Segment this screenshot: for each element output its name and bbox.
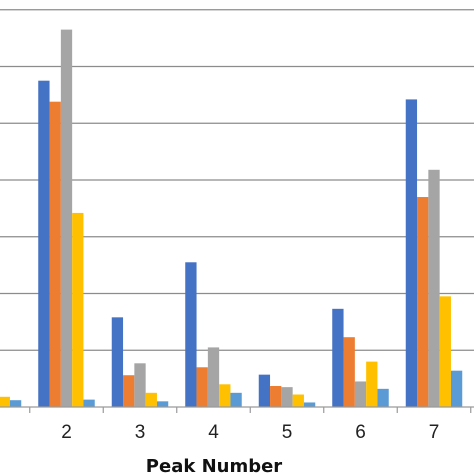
- bar: [156, 401, 169, 407]
- x-tick-label: 7: [429, 422, 440, 443]
- bar: [332, 308, 344, 407]
- bars: [0, 29, 463, 408]
- bar: [72, 212, 84, 407]
- x-tick-label: 2: [61, 422, 72, 443]
- bar: [377, 388, 389, 407]
- x-tick-label: 4: [208, 422, 219, 443]
- bar: [145, 392, 157, 407]
- bar: [439, 296, 451, 407]
- bar: [303, 402, 316, 407]
- bar: [219, 384, 231, 407]
- bar: [292, 394, 304, 407]
- category-labels: 2 3 4 5 6 7: [61, 422, 439, 443]
- x-tick-label: 5: [282, 422, 293, 443]
- bar: [49, 101, 61, 407]
- bar: [281, 387, 293, 407]
- bar: [83, 399, 95, 407]
- bar: [60, 29, 73, 408]
- bar: [258, 374, 271, 407]
- bar: [270, 386, 282, 407]
- bar: [9, 400, 22, 407]
- bar: [0, 396, 10, 407]
- bar: [196, 367, 208, 407]
- x-axis-title: Peak Number: [146, 456, 283, 474]
- bar: [123, 375, 135, 407]
- bar: [366, 361, 378, 407]
- bar: [38, 80, 50, 407]
- bar: [405, 99, 418, 407]
- bar: [450, 370, 463, 407]
- x-axis: [0, 406, 474, 413]
- x-tick-label: 3: [135, 422, 146, 443]
- bar: [343, 337, 355, 407]
- bar: [207, 347, 220, 407]
- bar: [134, 363, 146, 407]
- bar: [428, 169, 440, 407]
- bar: [230, 392, 242, 407]
- bar: [185, 262, 197, 407]
- x-tick-label: 6: [355, 422, 366, 443]
- bar: [354, 381, 367, 407]
- bar: [111, 317, 124, 407]
- bar: [417, 197, 429, 407]
